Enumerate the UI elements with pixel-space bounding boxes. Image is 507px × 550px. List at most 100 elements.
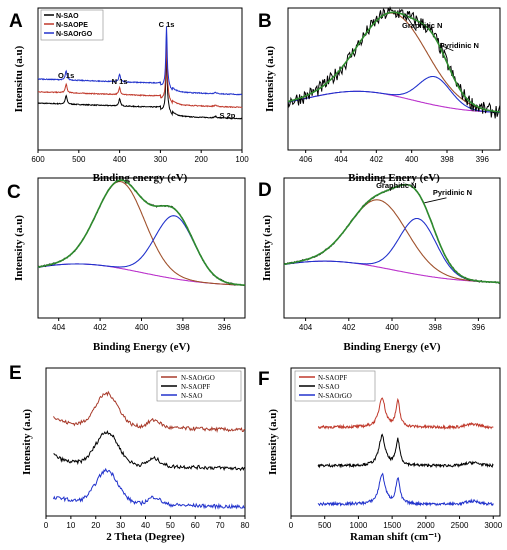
plot-frame [283, 177, 501, 319]
peak-annotation: Pyridinic N [433, 188, 472, 197]
x-tick-label: 396 [472, 323, 486, 332]
peak-annotation: Graphitic N [402, 21, 442, 30]
peak-annotation: N 1s [112, 77, 128, 86]
y-axis-label: Intensity (a.u) [261, 215, 273, 281]
series-line-n-sao [53, 467, 246, 510]
series-line-n-saorgo [37, 26, 243, 96]
panel-d: D 404 402 400 398 396 Binding Energy (eV) Inten… [258, 177, 501, 353]
series-line-n-saopf [318, 397, 494, 431]
x-tick-label: 10 [66, 521, 75, 530]
panel-f: F 0 500 1000 1500 2000 2500 3000 Raman shift (cm… [258, 367, 503, 543]
peak-annotation: C 1s [159, 20, 175, 29]
y-axis-label: Intensity (a.u) [264, 46, 276, 112]
peak-annotation: Pyridinic N [440, 41, 479, 50]
series-line-n-saope [38, 42, 243, 109]
panel-letter: B [258, 11, 272, 32]
x-tick-label: 404 [299, 323, 313, 332]
x-tick-label: 2000 [417, 521, 435, 530]
x-tick-label: 402 [342, 323, 356, 332]
x-tick-label: 1000 [350, 521, 368, 530]
raw-spectrum [283, 183, 501, 284]
x-tick-label: 40 [141, 521, 150, 530]
annotation-arrow [424, 197, 447, 204]
legend-label: N-SAOrGO [56, 31, 93, 38]
x-tick-label: 1500 [383, 521, 401, 530]
pyridinic-n-peak [287, 75, 500, 114]
annotation-arrow [439, 44, 454, 52]
series-line-n-saorgo [317, 472, 494, 507]
plot-frame [290, 367, 501, 517]
x-tick-label: 402 [93, 323, 107, 332]
fit-envelope [37, 179, 245, 286]
legend-label: N-SAOPF [181, 383, 210, 391]
x-tick-label: 80 [241, 521, 250, 530]
x-tick-label: 70 [216, 521, 225, 530]
series-line-n-saorgo [53, 390, 246, 433]
panel-letter: E [9, 363, 22, 384]
x-tick-label: 500 [318, 521, 332, 530]
pyridinic-n-peak [283, 217, 500, 283]
x-tick-label: 398 [440, 155, 454, 164]
legend-label: N-SAO [56, 13, 79, 20]
series-line-n-saopf [53, 430, 246, 472]
x-tick-label: 400 [405, 155, 419, 164]
legend-label: N-SAO [318, 383, 339, 391]
x-tick-label: 0 [44, 521, 49, 530]
legend-label: N-SAO [181, 392, 202, 400]
x-tick-label: 396 [476, 155, 490, 164]
panel-e: E 0 10 20 30 40 50 60 70 80 2 Theta (Degree) Intens… [9, 363, 250, 543]
annotation-arrow [389, 186, 393, 191]
x-tick-label: 404 [52, 323, 66, 332]
panel-letter: C [7, 182, 21, 203]
panel-letter: A [9, 11, 23, 32]
x-tick-label: 402 [370, 155, 384, 164]
y-axis-label: Intensity (a.u) [267, 409, 279, 475]
x-tick-label: 404 [334, 155, 348, 164]
x-tick-label: 100 [235, 155, 249, 164]
x-tick-label: 396 [218, 323, 232, 332]
x-tick-label: 30 [116, 521, 125, 530]
legend-label: N-SAOPE [56, 22, 88, 29]
x-tick-label: 398 [176, 323, 190, 332]
peak-annotation: O 1s [58, 71, 74, 80]
legend-label: N-SAOPF [318, 374, 347, 382]
x-tick-label: 20 [91, 521, 100, 530]
x-axis-label: Binding Energy (eV) [343, 341, 441, 353]
panel-letter: D [258, 180, 272, 201]
x-tick-label: 2500 [451, 521, 469, 530]
x-tick-label: 600 [31, 155, 45, 164]
series-line-n-sao [37, 53, 243, 120]
x-axis-label: Raman shift (cm⁻¹) [350, 531, 441, 543]
legend-label: N-SAOrGO [181, 374, 215, 382]
x-tick-label: 50 [166, 521, 175, 530]
legend: N-SAO N-SAOPE N-SAOrGO [40, 9, 104, 41]
raw-spectrum [287, 6, 501, 119]
y-axis-label: Intensity (a.u) [21, 409, 33, 475]
x-tick-label: 400 [385, 323, 399, 332]
x-axis-label: Binding Energy (eV) [93, 341, 191, 353]
fit-envelope [287, 11, 501, 113]
x-tick-label: 398 [429, 323, 443, 332]
peak-annotation: S 2p [220, 111, 236, 120]
plot-frame [37, 177, 246, 319]
x-axis-label: 2 Theta (Degree) [106, 531, 185, 543]
plot-frame [287, 7, 501, 151]
series-line-n-sao [317, 433, 494, 469]
x-tick-label: 200 [195, 155, 209, 164]
panel-letter: F [258, 369, 270, 390]
x-tick-label: 60 [191, 521, 200, 530]
annotation-arrow [404, 12, 417, 32]
y-axis-label: Intensitu (a.u) [13, 45, 25, 112]
y-axis-label: Intensity (a.u) [13, 215, 25, 281]
peak-annotation: Graphitic N [376, 181, 416, 190]
fit-envelope [283, 183, 500, 284]
x-tick-label: 3000 [484, 521, 502, 530]
legend-label: N-SAOrGO [318, 392, 352, 400]
x-tick-label: 500 [72, 155, 86, 164]
x-tick-label: 400 [113, 155, 127, 164]
